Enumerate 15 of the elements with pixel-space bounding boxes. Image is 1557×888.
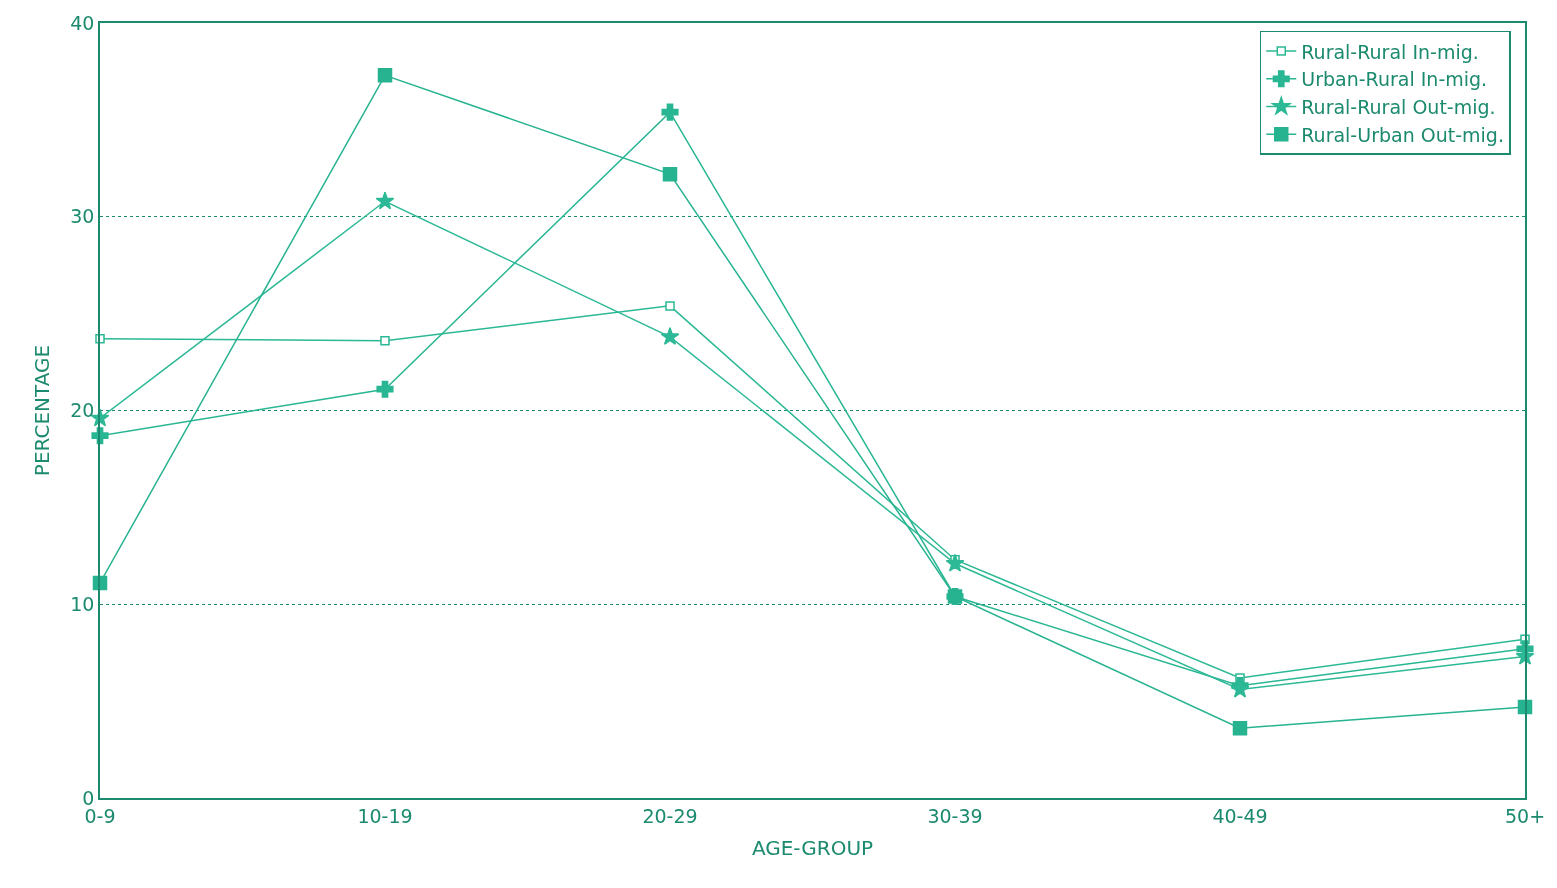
x-tick-label: 20-29 [642, 804, 698, 827]
x-tick-label: 10-19 [357, 804, 413, 827]
x-axis-title: AGE-GROUP [751, 835, 874, 860]
x-tick-label: 40-49 [1212, 804, 1268, 827]
y-axis-title: PERCENTAGE [30, 344, 55, 477]
legend-label: Rural-Rural In-mig. [1301, 40, 1479, 63]
x-tick-label: 30-39 [927, 804, 983, 827]
x-tick-label: 50+ [1504, 804, 1546, 827]
y-tick-label: 30 [70, 205, 95, 228]
y-tick-label: 20 [70, 399, 95, 422]
y-tick-label: 40 [70, 11, 95, 34]
legend-label: Rural-Rural Out-mig. [1301, 95, 1496, 118]
y-tick-label: 10 [70, 592, 95, 615]
legend-label: Rural-Urban Out-mig. [1301, 123, 1504, 146]
legend-label: Urban-Rural In-mig. [1301, 68, 1488, 91]
